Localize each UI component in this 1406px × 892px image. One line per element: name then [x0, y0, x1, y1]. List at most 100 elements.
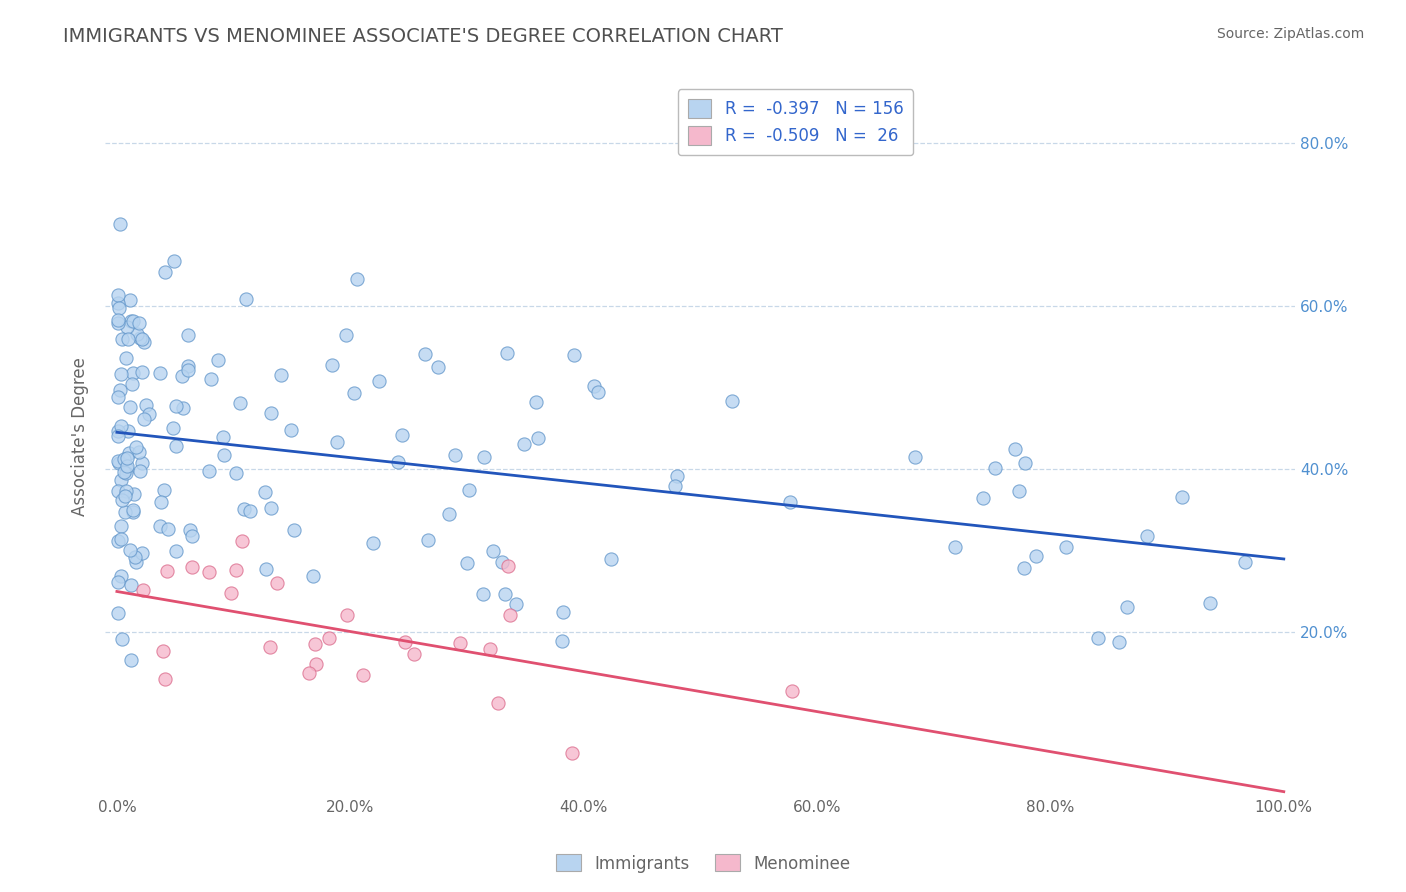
Point — [225, 563, 247, 577]
Text: Source: ZipAtlas.com: Source: ZipAtlas.com — [1216, 27, 1364, 41]
Point — [1135, 529, 1157, 543]
Point — [266, 576, 288, 591]
Point — [343, 386, 366, 401]
Point — [260, 501, 283, 516]
Point — [129, 464, 152, 478]
Point — [110, 518, 132, 533]
Point — [231, 533, 253, 548]
Point — [155, 672, 177, 686]
Point — [780, 684, 803, 698]
Point — [114, 489, 136, 503]
Point — [298, 666, 321, 681]
Point — [197, 565, 219, 579]
Point — [115, 458, 138, 473]
Point — [458, 483, 481, 497]
Point — [494, 587, 516, 601]
Point — [107, 428, 129, 442]
Point — [945, 540, 967, 554]
Point — [166, 439, 188, 453]
Point — [491, 555, 513, 569]
Point — [1014, 457, 1036, 471]
Point — [1012, 561, 1035, 575]
Point — [110, 474, 132, 488]
Point — [1025, 549, 1047, 564]
Point — [110, 569, 132, 583]
Point — [107, 390, 129, 404]
Point — [321, 358, 343, 372]
Point — [304, 637, 326, 651]
Point — [121, 314, 143, 328]
Point — [177, 359, 200, 373]
Point — [972, 491, 994, 506]
Point — [600, 552, 623, 566]
Point — [553, 605, 575, 619]
Point — [157, 522, 180, 536]
Point — [479, 641, 502, 656]
Point — [132, 334, 155, 349]
Legend: Immigrants, Menominee: Immigrants, Menominee — [550, 847, 856, 880]
Point — [115, 484, 138, 499]
Point — [471, 586, 494, 600]
Point — [107, 454, 129, 468]
Point — [211, 430, 233, 444]
Point — [318, 632, 340, 646]
Point — [149, 366, 172, 380]
Point — [110, 383, 132, 397]
Point — [115, 466, 138, 480]
Point — [149, 495, 172, 509]
Point — [170, 368, 193, 383]
Point — [117, 332, 139, 346]
Point — [225, 467, 247, 481]
Point — [207, 352, 229, 367]
Point — [118, 446, 141, 460]
Point — [120, 401, 142, 415]
Point — [107, 456, 129, 470]
Point — [720, 394, 742, 409]
Point — [391, 427, 413, 442]
Point — [180, 529, 202, 543]
Point — [114, 505, 136, 519]
Point — [122, 487, 145, 501]
Point — [162, 421, 184, 435]
Point — [1115, 600, 1137, 615]
Point — [280, 423, 302, 437]
Point — [233, 502, 256, 516]
Point — [149, 518, 172, 533]
Point — [107, 483, 129, 498]
Point — [481, 544, 503, 558]
Point — [122, 503, 145, 517]
Point — [426, 359, 449, 374]
Point — [120, 578, 142, 592]
Point — [505, 597, 527, 611]
Point — [779, 495, 801, 509]
Point — [1004, 442, 1026, 457]
Point — [135, 398, 157, 412]
Point — [131, 456, 153, 470]
Point — [124, 549, 146, 564]
Point — [120, 293, 142, 307]
Point — [253, 485, 276, 500]
Point — [122, 367, 145, 381]
Point — [121, 376, 143, 391]
Point — [283, 523, 305, 537]
Point — [114, 451, 136, 466]
Point — [260, 406, 283, 420]
Point — [336, 608, 359, 623]
Point — [1108, 635, 1130, 649]
Point — [498, 558, 520, 573]
Point — [107, 288, 129, 302]
Point — [1199, 596, 1222, 610]
Point — [270, 368, 292, 382]
Point — [131, 333, 153, 347]
Point — [165, 399, 187, 413]
Point — [456, 556, 478, 570]
Point — [665, 468, 688, 483]
Point — [181, 559, 204, 574]
Point — [254, 562, 277, 576]
Point — [134, 411, 156, 425]
Point — [115, 320, 138, 334]
Point — [129, 331, 152, 345]
Point — [513, 436, 536, 450]
Point — [664, 479, 686, 493]
Point — [111, 492, 134, 507]
